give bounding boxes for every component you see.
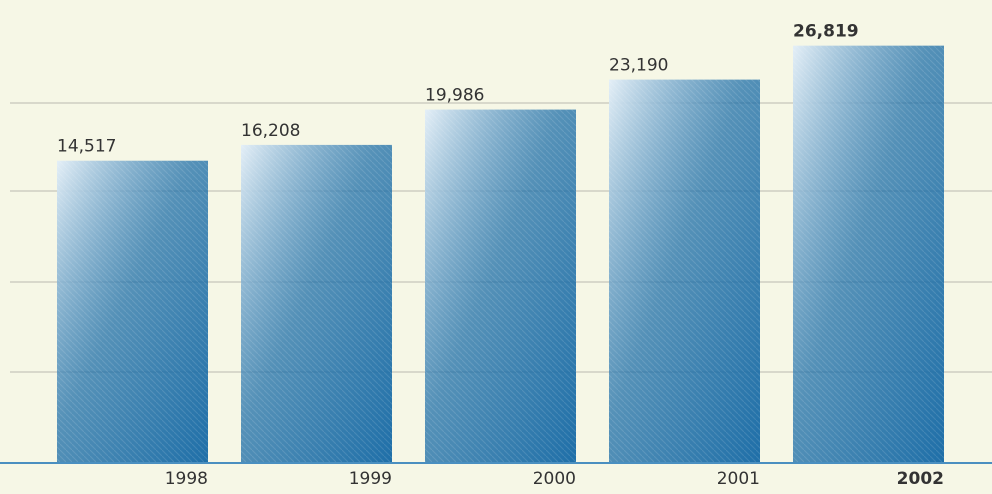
bar [241,145,392,463]
page: {"chart_data": {"type": "bar", "categori… [0,0,992,494]
x-tick-label: 2000 [533,469,576,489]
bar [425,110,576,463]
value-label: 19,986 [425,86,484,106]
value-label: 26,819 [793,22,859,42]
value-label: 23,190 [609,56,668,76]
x-tick-label: 1999 [349,469,392,489]
chart: 14,517 16,208 19,986 23,190 26,819 1998 1999 2… [0,0,992,494]
bar [609,80,760,463]
x-tick-label: 2002 [897,469,944,489]
bars: 14,517 16,208 19,986 23,190 26,819 [57,22,944,463]
value-label: 16,208 [241,121,300,141]
x-tick-label: 1998 [165,469,208,489]
bar [57,161,208,463]
x-tick-label: 2001 [717,469,760,489]
bar [793,46,944,463]
value-label: 14,517 [57,137,116,157]
